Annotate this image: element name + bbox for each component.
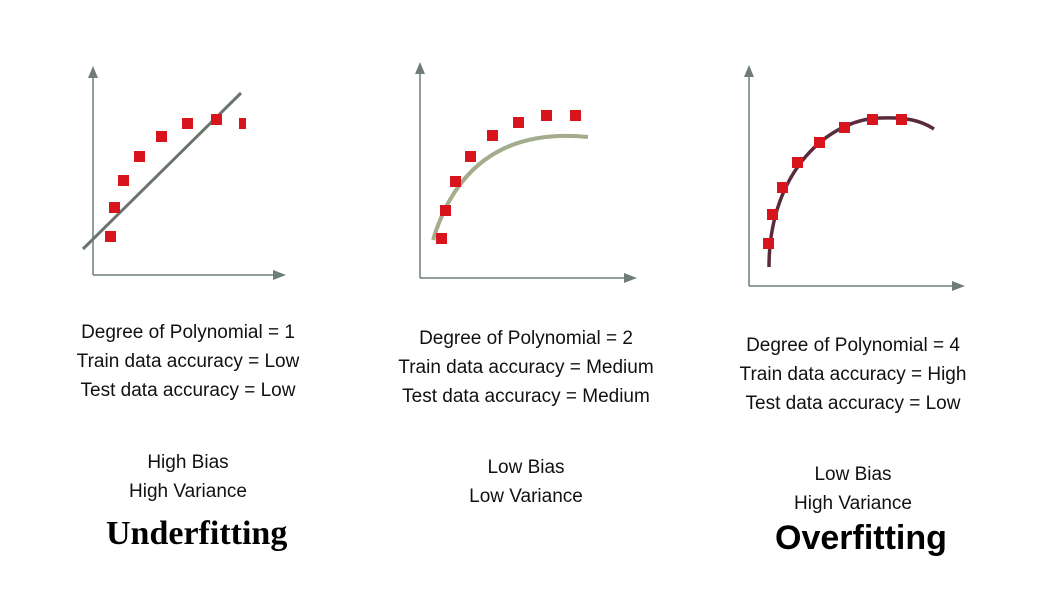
plot-good-fit — [415, 62, 637, 283]
degree-label: Degree of Polynomial = 4 — [746, 335, 960, 356]
panel-1-stats: Degree of Polynomial = 1 Train data accu… — [28, 318, 348, 405]
bias-label: Low Bias — [487, 457, 565, 478]
fit-curve-degree-4 — [767, 116, 935, 268]
data-point — [487, 130, 498, 141]
data-points-2 — [436, 110, 581, 244]
train-accuracy-label: Train data accuracy = Low — [76, 351, 300, 372]
plot-overfitting — [744, 65, 965, 291]
data-point — [450, 176, 461, 187]
verdict-overfitting: Overfitting — [775, 519, 947, 557]
y-axis-arrow-3 — [744, 65, 754, 77]
data-point — [814, 137, 825, 148]
train-accuracy-label: Train data accuracy = Medium — [398, 357, 654, 378]
panel-1-bias-variance: High Bias High Variance — [28, 448, 348, 506]
data-point — [763, 238, 774, 249]
fit-curve-degree-2 — [431, 133, 589, 241]
variance-label: Low Variance — [469, 486, 583, 507]
verdict-underfitting: Underfitting — [106, 515, 288, 552]
bias-label: Low Bias — [814, 464, 892, 485]
data-points-3 — [763, 114, 907, 249]
x-axis-arrow-1 — [273, 270, 286, 280]
panel-2-stats: Degree of Polynomial = 2 Train data accu… — [366, 324, 686, 411]
data-point — [792, 157, 803, 168]
data-point — [465, 151, 476, 162]
data-point — [239, 118, 246, 129]
data-point — [182, 118, 193, 129]
plot-underfitting — [81, 66, 286, 280]
data-point — [839, 122, 850, 133]
degree-label: Degree of Polynomial = 1 — [81, 322, 295, 343]
test-accuracy-label: Test data accuracy = Low — [80, 380, 296, 401]
variance-label: High Variance — [129, 481, 247, 502]
y-axis-arrow-1 — [88, 66, 98, 78]
data-point — [541, 110, 552, 121]
degree-label: Degree of Polynomial = 2 — [419, 328, 633, 349]
data-points-1 — [105, 114, 246, 242]
test-accuracy-label: Test data accuracy = Low — [745, 393, 961, 414]
x-axis-arrow-3 — [952, 281, 965, 291]
data-point — [156, 131, 167, 142]
data-point — [777, 182, 788, 193]
data-point — [570, 110, 581, 121]
data-point — [896, 114, 907, 125]
data-point — [867, 114, 878, 125]
test-accuracy-label: Test data accuracy = Medium — [402, 386, 650, 407]
panel-3-stats: Degree of Polynomial = 4 Train data accu… — [693, 331, 1013, 418]
data-point — [513, 117, 524, 128]
data-point — [118, 175, 129, 186]
variance-label: High Variance — [794, 493, 912, 514]
data-point — [436, 233, 447, 244]
x-axis-arrow-2 — [624, 273, 637, 283]
y-axis-arrow-2 — [415, 62, 425, 74]
data-point — [134, 151, 145, 162]
data-point — [109, 202, 120, 213]
data-point — [211, 114, 222, 125]
panel-3-bias-variance: Low Bias High Variance — [693, 460, 1013, 518]
data-point — [767, 209, 778, 220]
data-point — [440, 205, 451, 216]
data-point — [105, 231, 116, 242]
train-accuracy-label: Train data accuracy = High — [739, 364, 967, 385]
bias-label: High Bias — [147, 452, 229, 473]
panel-2-bias-variance: Low Bias Low Variance — [366, 453, 686, 511]
